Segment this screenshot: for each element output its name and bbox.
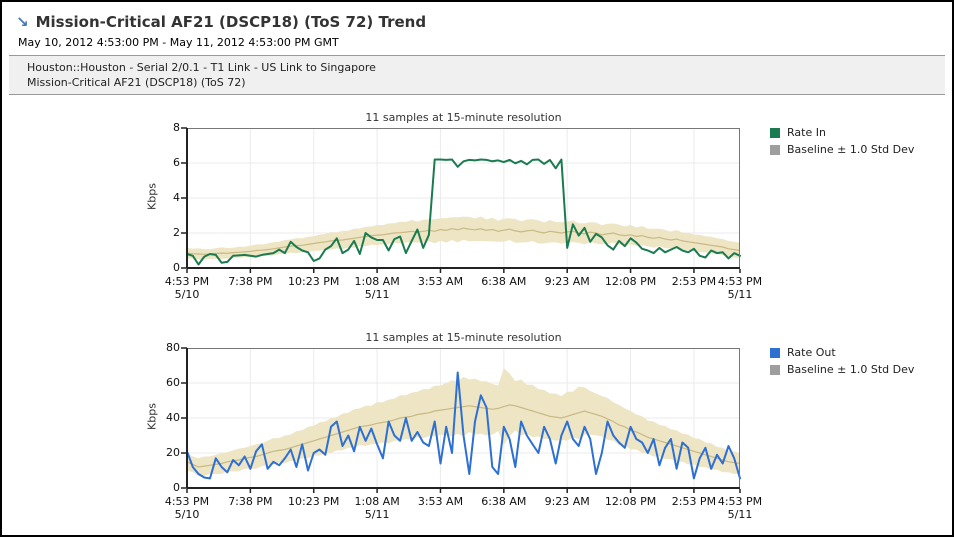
y-tick-label: 0 — [173, 261, 180, 274]
y-tick-label: 60 — [166, 376, 180, 389]
chart-title: 11 samples at 15-minute resolution — [365, 111, 562, 124]
x-tick-date: 5/10 — [174, 508, 200, 521]
x-tick-label: 4:53 PM 5/10 — [145, 495, 229, 521]
date-range: May 10, 2012 4:53:00 PM - May 11, 2012 4… — [18, 36, 339, 49]
y-tick-label: 8 — [173, 121, 180, 134]
y-tick-label: 6 — [173, 156, 180, 169]
trend-arrow-icon[interactable]: ↘ — [16, 12, 29, 31]
report-header: ↘ Mission-Critical AF21 (DSCP18) (ToS 72… — [2, 2, 952, 49]
x-tick-time: 10:23 PM — [288, 495, 340, 508]
x-tick-date: 5/11 — [727, 288, 753, 301]
baseline-band — [187, 368, 740, 476]
legend-label: Baseline ± 1.0 Std Dev — [787, 363, 915, 376]
x-tick-time: 4:53 PM — [164, 495, 210, 508]
x-tick-label: 1:08 AM 5/11 — [335, 275, 419, 301]
context-line-interface: Houston::Houston - Serial 2/0.1 - T1 Lin… — [27, 61, 376, 74]
x-tick-date: 5/11 — [364, 288, 390, 301]
x-tick-time: 10:23 PM — [288, 275, 340, 288]
title-row: ↘ Mission-Critical AF21 (DSCP18) (ToS 72… — [16, 12, 940, 32]
series-line-rate-in — [186, 158, 741, 266]
legend-swatch-icon — [770, 144, 780, 155]
x-tick-time: 9:23 AM — [544, 275, 590, 288]
x-tick-time: 4:53 PM — [717, 495, 763, 508]
chart-legend: Rate In Baseline ± 1.0 Std Dev — [770, 126, 914, 160]
legend-item: Rate In — [770, 126, 914, 139]
x-tick-time: 6:38 AM — [481, 495, 527, 508]
legend-label: Baseline ± 1.0 Std Dev — [787, 143, 915, 156]
x-tick-date: 5/11 — [364, 508, 390, 521]
context-line-class: Mission-Critical AF21 (DSCP18) (ToS 72) — [27, 76, 246, 89]
x-tick-time: 2:53 PM — [671, 275, 717, 288]
baseline-center-line — [186, 227, 741, 255]
legend-swatch-icon — [770, 364, 780, 375]
x-tick-label: 7:38 PM — [208, 495, 292, 508]
x-tick-time: 1:08 AM — [354, 275, 400, 288]
x-tick-label: 3:53 AM — [398, 495, 482, 508]
x-tick-label: 6:38 AM — [462, 495, 546, 508]
x-tick-time: 7:38 PM — [228, 275, 273, 288]
x-tick-time: 1:08 AM — [354, 495, 400, 508]
x-tick-label: 7:38 PM — [208, 275, 292, 288]
legend-item: Baseline ± 1.0 Std Dev — [770, 143, 914, 156]
x-tick-label: 2:53 PM — [652, 495, 736, 508]
x-tick-time: 4:53 PM — [164, 275, 210, 288]
x-tick-time: 12:08 PM — [604, 275, 657, 288]
y-tick-label: 2 — [173, 226, 180, 239]
x-tick-label: 3:53 AM — [398, 275, 482, 288]
x-tick-label: 12:08 PM — [589, 275, 673, 288]
x-tick-time: 12:08 PM — [604, 495, 657, 508]
context-info-box: Houston::Houston - Serial 2/0.1 - T1 Lin… — [9, 55, 945, 95]
page-title: Mission-Critical AF21 (DSCP18) (ToS 72) … — [35, 13, 427, 31]
y-tick-label: 80 — [166, 341, 180, 354]
y-tick-label: 0 — [173, 481, 180, 494]
x-tick-time: 4:53 PM — [717, 275, 763, 288]
x-tick-label: 2:53 PM — [652, 275, 736, 288]
x-tick-time: 3:53 AM — [417, 495, 464, 508]
x-tick-label: 9:23 AM — [525, 275, 609, 288]
y-tick-label: 20 — [166, 446, 180, 459]
x-tick-label: 4:53 PM 5/10 — [145, 275, 229, 301]
legend-label: Rate Out — [787, 346, 836, 359]
chart-legend: Rate Out Baseline ± 1.0 Std Dev — [770, 346, 914, 380]
rate-in-chart: 11 samples at 15-minute resolution Kbps 0 2… — [2, 111, 952, 313]
rate-out-chart: 11 samples at 15-minute resolution Kbps 0 2… — [2, 331, 952, 533]
legend-swatch-icon — [770, 347, 780, 358]
legend-item: Rate Out — [770, 346, 914, 359]
chart-title: 11 samples at 15-minute resolution — [365, 331, 562, 344]
x-tick-label: 10:23 PM — [272, 275, 356, 288]
x-tick-label: 9:23 AM — [525, 495, 609, 508]
x-tick-time: 2:53 PM — [671, 495, 717, 508]
legend-label: Rate In — [787, 126, 826, 139]
y-tick-label: 40 — [166, 411, 180, 424]
x-tick-label: 6:38 AM — [462, 275, 546, 288]
x-tick-label: 4:53 PM 5/11 — [698, 275, 782, 301]
x-tick-label: 12:08 PM — [589, 495, 673, 508]
plot-area — [181, 127, 741, 273]
series-line-rate-out — [186, 371, 741, 480]
x-tick-time: 7:38 PM — [228, 495, 273, 508]
x-tick-date: 5/10 — [174, 288, 200, 301]
x-tick-label: 4:53 PM 5/11 — [698, 495, 782, 521]
x-tick-time: 6:38 AM — [481, 275, 527, 288]
baseline-center-line — [186, 404, 741, 468]
y-tick-label: 4 — [173, 191, 180, 204]
legend-item: Baseline ± 1.0 Std Dev — [770, 363, 914, 376]
legend-swatch-icon — [770, 127, 780, 138]
charts-area: 11 samples at 15-minute resolution Kbps 0 2… — [2, 111, 952, 533]
x-tick-time: 3:53 AM — [417, 275, 464, 288]
x-tick-label: 10:23 PM — [272, 495, 356, 508]
x-tick-time: 9:23 AM — [544, 495, 590, 508]
x-tick-label: 1:08 AM 5/11 — [335, 495, 419, 521]
x-tick-date: 5/11 — [727, 508, 753, 521]
plot-area — [181, 347, 741, 493]
